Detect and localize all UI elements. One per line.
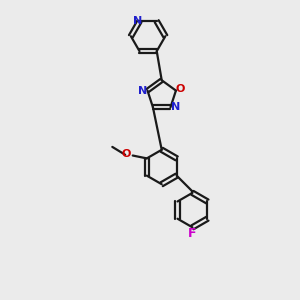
Text: O: O: [176, 84, 185, 94]
Text: N: N: [138, 85, 147, 96]
Text: N: N: [171, 102, 180, 112]
Text: N: N: [133, 16, 142, 26]
Text: O: O: [122, 149, 131, 159]
Text: F: F: [188, 227, 197, 240]
